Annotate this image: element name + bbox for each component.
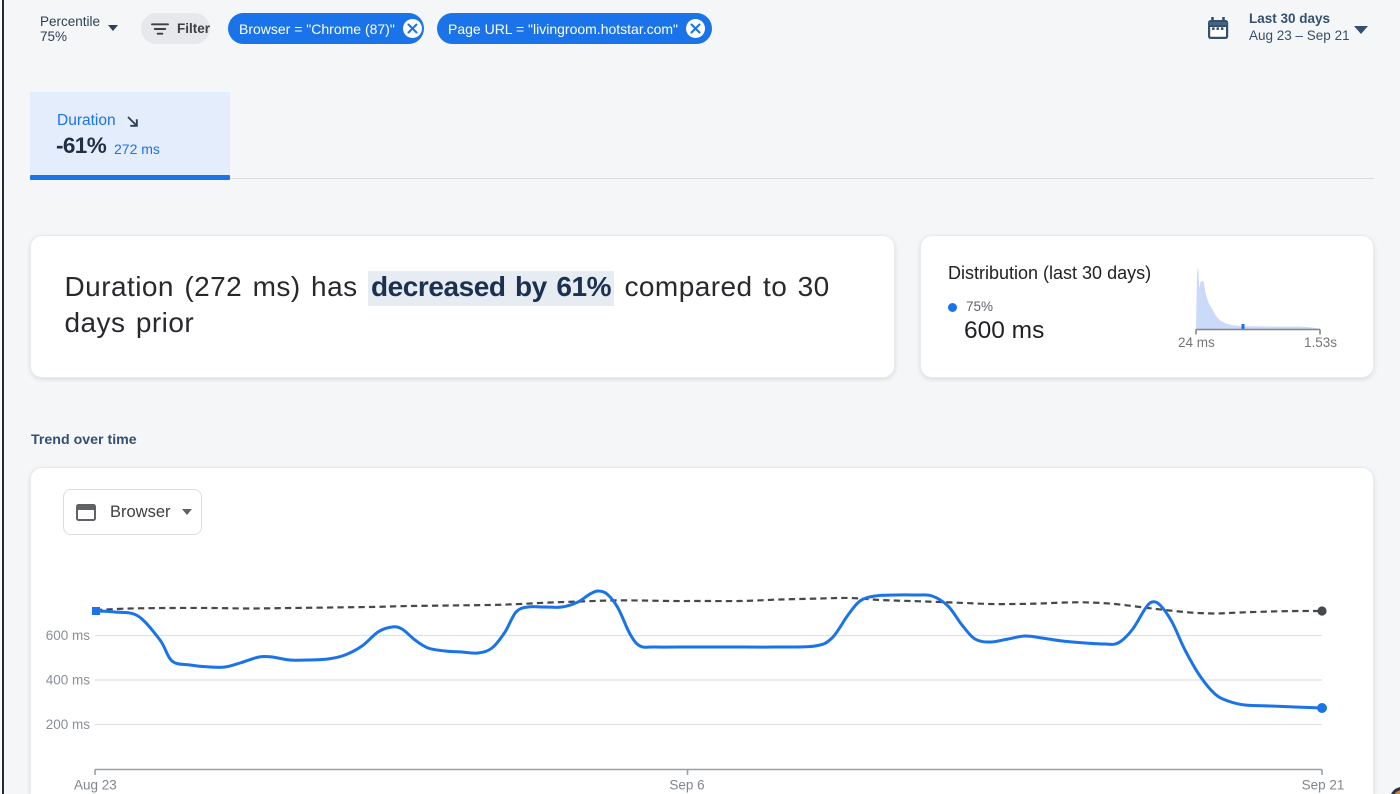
svg-text:Aug 23: Aug 23 [74, 778, 117, 793]
svg-text:200 ms: 200 ms [46, 717, 91, 732]
svg-text:400 ms: 400 ms [46, 673, 91, 688]
svg-text:600 ms: 600 ms [46, 628, 91, 643]
svg-text:Sep 21: Sep 21 [1302, 778, 1345, 793]
svg-text:Sep 6: Sep 6 [669, 778, 704, 793]
